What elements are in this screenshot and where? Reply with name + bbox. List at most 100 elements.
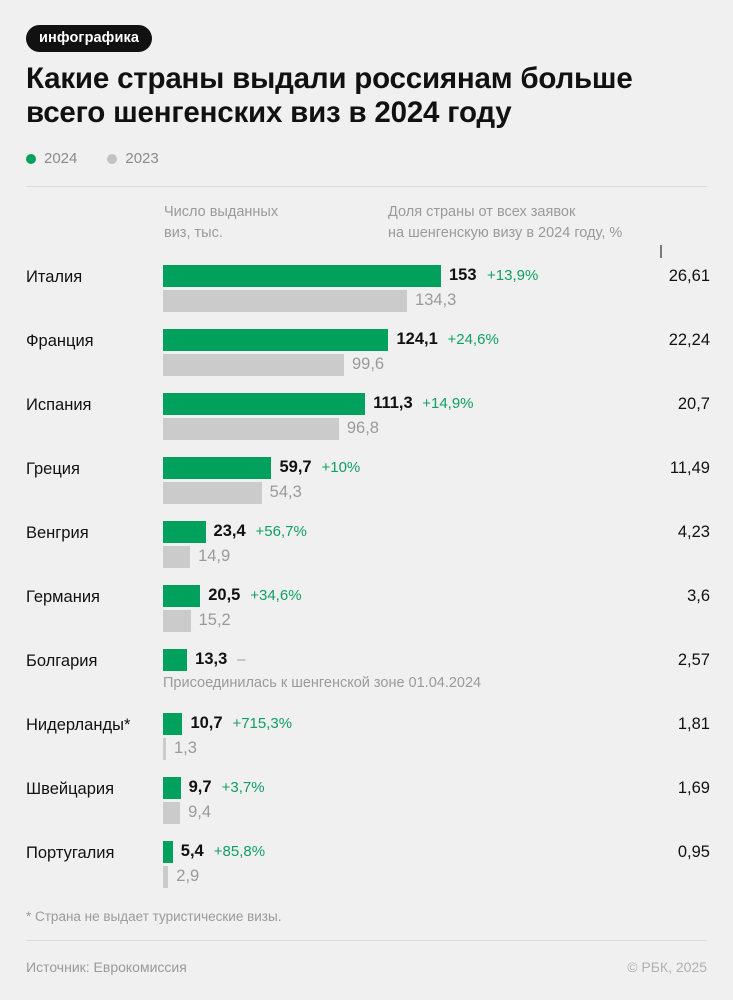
footnote: * Страна не выдает туристические визы. (26, 909, 282, 924)
bar-2023 (163, 354, 344, 376)
share-column-header: Доля страны от всех заявок на шенгенскую… (388, 202, 718, 244)
bar-2023 (163, 290, 408, 312)
row-share-value: 3,6 (687, 587, 710, 605)
row-delta-label: +24,6% (447, 331, 499, 348)
legend-dot-icon (26, 153, 36, 164)
row-delta-label: +85,8% (213, 843, 266, 860)
chart-row: Греция 59,7 +10% 54,3 11,49 (0, 451, 733, 515)
bar-2023 (163, 546, 191, 568)
row-country-label: Португалия (26, 844, 115, 862)
row-note: Присоединилась к шенгенской зоне 01.04.2… (163, 675, 482, 691)
row-delta-label: +34,6% (250, 587, 302, 604)
bar-2024 (163, 649, 188, 671)
bar-2024 (163, 585, 201, 607)
row-share-value: 1,81 (677, 715, 710, 733)
bar-2024 (163, 329, 389, 351)
row-country-label: Испания (26, 396, 92, 414)
chart-row: Италия 153 +13,9% 134,3 26,61 (0, 259, 733, 323)
copyright-label: © РБК, 2025 (627, 959, 707, 975)
chart-row: Венгрия 23,4 +56,7% 14,9 4,23 (0, 515, 733, 579)
chart-row: Нидерланды* 10,7 +715,3% 1,3 1,81 (0, 707, 733, 771)
share-column-header-line1: Доля страны от всех заявок (388, 204, 576, 220)
bar-2024-value: 111,3 (373, 394, 413, 412)
bar-2023 (163, 802, 181, 824)
bar-2024 (163, 393, 366, 415)
chart-rows: Италия 153 +13,9% 134,3 26,61 Франция 124,1 +24… (0, 259, 733, 899)
legend-label: 2024 (44, 150, 78, 167)
row-share-value: 2,57 (677, 651, 710, 669)
legend-item-2023: 2023 (107, 150, 159, 167)
row-share-value: 20,7 (677, 395, 710, 413)
bars-column-header-line1: Число выданных (164, 204, 279, 220)
row-country-label: Нидерланды* (26, 716, 131, 734)
bar-2023 (163, 866, 169, 888)
row-country-label: Германия (26, 588, 100, 606)
row-delta-label: +14,9% (422, 395, 474, 412)
row-share-value: 1,69 (677, 779, 710, 797)
chart-legend: 2024 2023 (26, 150, 159, 167)
row-share-value: 4,23 (677, 523, 710, 541)
row-share-value: 11,49 (669, 459, 710, 477)
bar-2024-value: 20,5 (208, 586, 241, 604)
row-delta-label: +56,7% (255, 523, 307, 540)
row-country-label: Франция (26, 332, 94, 350)
bar-2024 (163, 265, 441, 287)
share-column-tick-icon (660, 245, 662, 258)
bar-2023-value: 14,9 (198, 547, 231, 565)
chart-row: Швейцария 9,7 +3,7% 9,4 1,69 (0, 771, 733, 835)
row-country-label: Италия (26, 268, 83, 286)
bar-2023 (163, 482, 262, 504)
bar-2024-value: 5,4 (180, 842, 204, 860)
row-delta-label: – (237, 651, 246, 668)
legend-label: 2023 (125, 150, 159, 167)
footer-divider (26, 940, 707, 941)
chart-row: Испания 111,3 +14,9% 96,8 20,7 (0, 387, 733, 451)
legend-dot-icon (107, 153, 118, 164)
bar-2024 (163, 841, 173, 863)
chart-row: Португалия 5,4 +85,8% 2,9 0,95 (0, 835, 733, 899)
row-delta-label: +13,9% (487, 267, 539, 284)
row-country-label: Греция (26, 460, 80, 478)
bar-2023 (163, 418, 339, 440)
bar-2024 (163, 521, 206, 543)
bar-2023-value: 2,9 (176, 867, 200, 885)
bars-column-header-line2: виз, тыс. (164, 225, 223, 241)
bar-2023-value: 54,3 (269, 483, 302, 501)
bar-2023-value: 9,4 (188, 803, 212, 821)
row-country-label: Швейцария (26, 780, 115, 798)
bar-2023 (163, 610, 191, 632)
row-share-value: 26,61 (668, 267, 710, 285)
bar-2024-value: 59,7 (279, 458, 312, 476)
bars-column-header: Число выданных виз, тыс. (164, 202, 364, 244)
bar-2024-value: 10,7 (190, 714, 223, 732)
category-badge: инфографика (26, 25, 153, 52)
bar-2023-value: 134,3 (415, 291, 457, 309)
bar-2024-value: 153 (449, 266, 477, 284)
row-delta-label: +10% (321, 459, 361, 476)
row-delta-label: +715,3% (232, 715, 293, 732)
header-divider (26, 186, 707, 187)
chart-row: Германия 20,5 +34,6% 15,2 3,6 (0, 579, 733, 643)
row-delta-label: +3,7% (221, 779, 265, 796)
bar-2023-value: 99,6 (351, 355, 385, 373)
row-country-label: Болгария (26, 652, 98, 670)
bar-2023-value: 1,3 (174, 739, 197, 757)
row-share-value: 0,95 (677, 843, 710, 861)
bar-2023 (163, 738, 166, 760)
legend-item-2024: 2024 (26, 150, 77, 167)
source-label: Источник: Еврокомиссия (26, 959, 187, 975)
bar-2024-value: 23,4 (213, 522, 246, 540)
row-country-label: Венгрия (26, 524, 89, 542)
page-title: Какие страны выдали россиянам больше все… (26, 62, 633, 129)
row-share-value: 22,24 (668, 331, 710, 349)
bar-2024 (163, 457, 272, 479)
bar-2024-value: 13,3 (195, 650, 228, 668)
bar-2024 (163, 713, 183, 735)
chart-row: Франция 124,1 +24,6% 99,6 22,24 (0, 323, 733, 387)
bar-2023-value: 15,2 (198, 611, 231, 629)
chart-row: Болгария 13,3– Присоединилась к шенгенской… (0, 643, 733, 707)
bar-2024-value: 124,1 (396, 330, 438, 348)
bar-2024-value: 9,7 (188, 778, 212, 796)
bar-2023-value: 96,8 (346, 419, 379, 437)
